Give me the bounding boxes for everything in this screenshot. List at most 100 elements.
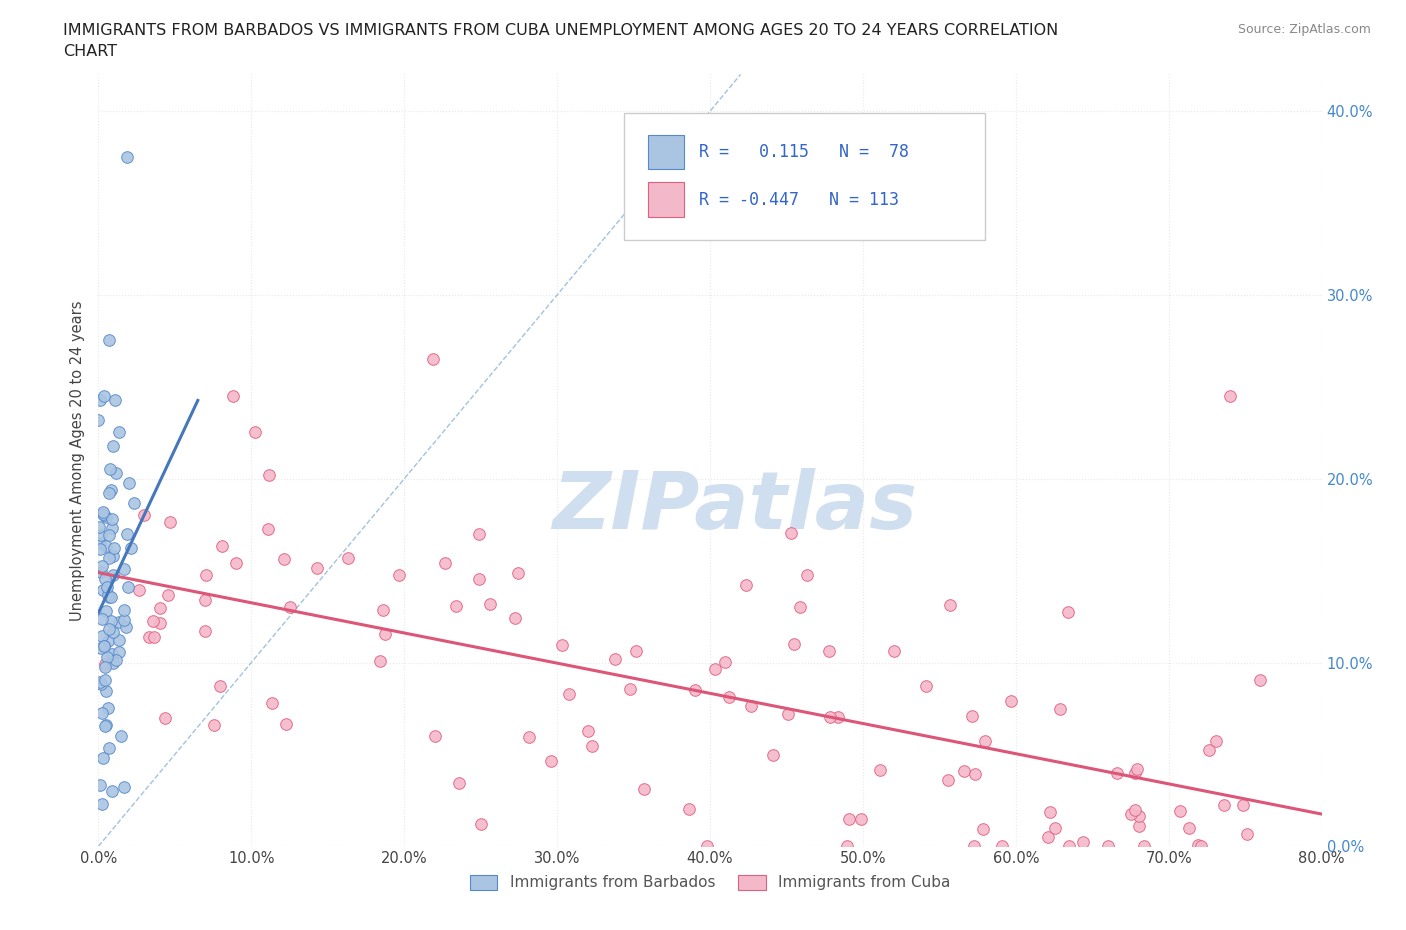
Point (963, 767, 986, 782)
Point (90, 565, 112, 579)
Point (94, 718, 117, 733)
Text: CHART: CHART (63, 44, 117, 59)
Point (97, 740, 120, 755)
Text: R =   0.115   N =  78: R = 0.115 N = 78 (699, 143, 910, 162)
Point (98, 461, 121, 476)
Point (305, 560, 328, 575)
Point (97, 588, 120, 603)
Point (1000, 694, 1022, 709)
Point (974, 734, 997, 749)
Point (1121, 806, 1143, 821)
Point (107, 644, 129, 659)
Point (1249, 672, 1271, 687)
Point (963, 839, 986, 854)
Point (1189, 839, 1212, 854)
Point (89, 541, 111, 556)
Point (1126, 761, 1149, 776)
Point (107, 615, 129, 630)
Point (373, 603, 395, 618)
FancyBboxPatch shape (648, 135, 685, 169)
Point (1123, 803, 1146, 817)
Point (624, 644, 647, 658)
Point (633, 782, 655, 797)
Point (94, 660, 117, 675)
Point (581, 738, 603, 753)
Point (101, 521, 124, 536)
Point (1168, 804, 1191, 818)
Point (93, 389, 115, 404)
Point (149, 601, 172, 616)
Point (112, 562, 135, 577)
Point (717, 690, 740, 705)
Point (91, 558, 114, 573)
Point (508, 565, 530, 580)
Point (110, 729, 132, 744)
Point (90, 705, 112, 720)
Point (89, 536, 111, 551)
Point (89, 392, 111, 407)
Legend: Immigrants from Barbados, Immigrants from Cuba: Immigrants from Barbados, Immigrants fro… (464, 869, 956, 897)
Point (422, 352, 444, 366)
Point (273, 551, 295, 566)
Point (1125, 765, 1147, 780)
FancyBboxPatch shape (648, 182, 685, 218)
Point (1105, 765, 1128, 780)
Point (90, 797, 112, 812)
Point (96, 649, 118, 664)
Point (938, 773, 960, 788)
Point (222, 389, 245, 404)
Point (1057, 604, 1080, 619)
Point (91, 507, 114, 522)
Point (1043, 821, 1066, 836)
Point (1219, 389, 1241, 404)
Point (94, 719, 117, 734)
Point (388, 567, 411, 582)
Point (193, 624, 215, 639)
Point (243, 425, 266, 440)
Point (1177, 820, 1199, 835)
Point (780, 525, 803, 540)
Point (98, 527, 121, 542)
Point (1232, 797, 1254, 812)
Point (94, 604, 117, 618)
Point (470, 817, 492, 831)
Point (91, 612, 114, 627)
Point (93, 505, 115, 520)
Point (195, 567, 218, 582)
Point (1059, 839, 1081, 854)
Point (991, 839, 1014, 854)
Point (134, 508, 156, 523)
Point (827, 710, 849, 724)
Point (89, 777, 111, 792)
Point (98, 485, 121, 500)
Point (93, 639, 115, 654)
Y-axis label: Unemployment Among Ages 20 to 24 years: Unemployment Among Ages 20 to 24 years (70, 300, 86, 620)
Point (97, 700, 120, 715)
Point (1236, 826, 1258, 841)
Point (260, 696, 283, 711)
Point (93, 508, 115, 523)
Point (122, 496, 145, 511)
Point (374, 627, 396, 642)
Point (1128, 818, 1150, 833)
FancyBboxPatch shape (624, 113, 986, 240)
Point (93, 638, 115, 653)
Point (519, 729, 541, 744)
Point (778, 706, 800, 721)
Point (503, 610, 526, 625)
Text: IMMIGRANTS FROM BARBADOS VS IMMIGRANTS FROM CUBA UNEMPLOYMENT AMONG AGES 20 TO 2: IMMIGRANTS FROM BARBADOS VS IMMIGRANTS F… (63, 23, 1059, 38)
Point (94, 538, 117, 553)
Point (103, 439, 125, 454)
Point (98, 332, 121, 347)
Point (101, 646, 124, 661)
Point (101, 656, 124, 671)
Point (142, 614, 165, 629)
Point (87, 519, 110, 534)
Point (101, 549, 124, 564)
Point (972, 821, 994, 836)
Point (105, 653, 128, 668)
Text: Source: ZipAtlas.com: Source: ZipAtlas.com (1237, 23, 1371, 36)
Point (337, 551, 360, 565)
Point (101, 625, 124, 640)
Point (869, 763, 891, 777)
